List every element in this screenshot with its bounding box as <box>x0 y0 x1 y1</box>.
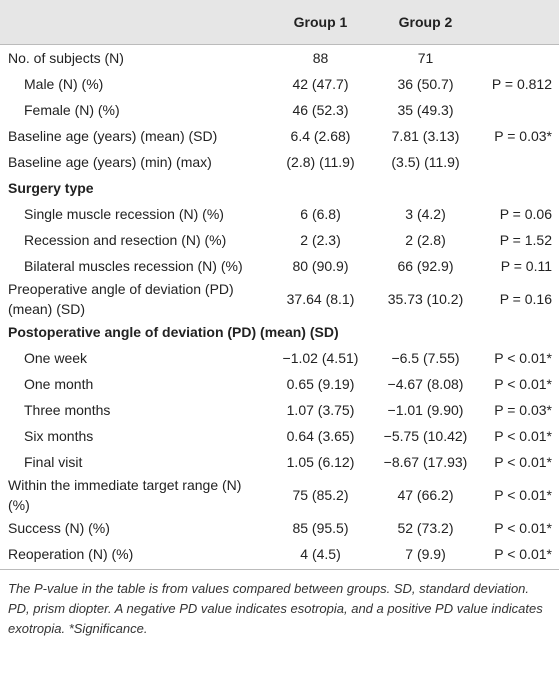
table-row: Three months 1.07 (3.75) −1.01 (9.90) P = 0… <box>0 397 559 423</box>
value-cell: 71 <box>417 49 434 66</box>
p-value-cell: P < 0.01* <box>494 486 552 503</box>
p-value-cell: P = 0.16 <box>499 290 552 307</box>
header-cell <box>478 0 559 45</box>
value-cell: 88 <box>312 49 329 66</box>
p-value-cell: P < 0.01* <box>494 453 552 470</box>
table-row: Surgery type <box>0 175 559 201</box>
row-label: No. of subjects (N) <box>8 49 124 66</box>
row-label: Single muscle recession (N) (%) <box>24 205 224 222</box>
p-value-cell: P = 0.06 <box>499 205 552 222</box>
value-cell: 37.64 (8.1) <box>286 290 355 307</box>
row-label: Three months <box>24 401 111 418</box>
table-row: Success (N) (%) 85 (95.5) 52 (73.2) P < 0.0… <box>0 515 559 541</box>
p-value-cell: P = 0.812 <box>491 75 552 92</box>
value-cell: (3.5) (11.9) <box>391 153 460 170</box>
table-row: One month 0.65 (9.19) −4.67 (8.08) P < 0.01… <box>0 371 559 397</box>
value-cell: 1.07 (3.75) <box>286 401 355 418</box>
table-row: Single muscle recession (N) (%) 6 (6.8) 3 … <box>0 201 559 227</box>
p-value-cell: P = 0.03* <box>494 127 552 144</box>
value-cell: 3 (4.2) <box>405 205 446 222</box>
row-label: Baseline age (years) (mean) (SD) <box>8 127 218 144</box>
row-label: One week <box>24 349 88 366</box>
table-row: Preoperative angle of deviation (PD) (me… <box>0 279 559 319</box>
row-label: Preoperative angle of deviation (PD) (me… <box>8 280 234 317</box>
section-heading: Postoperative angle of deviation (PD) (m… <box>8 323 339 340</box>
value-cell: 6 (6.8) <box>300 205 341 222</box>
data-table: Group 1 Group 2 No. of subjects (N) 88 71 M… <box>0 0 559 570</box>
value-cell: 0.64 (3.65) <box>286 427 355 444</box>
value-cell: −1.01 (9.90) <box>387 401 464 418</box>
table-row: One week −1.02 (4.51) −6.5 (7.55) P < 0.01* <box>0 345 559 371</box>
value-cell: 46 (52.3) <box>292 101 349 118</box>
value-cell: 6.4 (2.68) <box>290 127 351 144</box>
value-cell: −5.75 (10.42) <box>383 427 468 444</box>
p-value-cell <box>478 149 559 175</box>
value-cell: 2 (2.3) <box>300 231 341 248</box>
value-cell: 80 (90.9) <box>292 257 349 274</box>
row-label: Reoperation (N) (%) <box>0 540 268 570</box>
value-cell: 2 (2.8) <box>405 231 446 248</box>
p-value-cell: P < 0.01* <box>494 427 552 444</box>
table-row: Six months 0.64 (3.65) −5.75 (10.42) P < 0.… <box>0 423 559 449</box>
table-row: Recession and resection (N) (%) 2 (2.3) 2 … <box>0 227 559 253</box>
header-row: Group 1 Group 2 <box>0 0 559 45</box>
value-cell: 85 (95.5) <box>292 519 349 536</box>
p-value-cell: P < 0.01* <box>494 375 552 392</box>
row-label: Six months <box>24 427 94 444</box>
value-cell: (2.8) (11.9) <box>286 153 355 170</box>
value-cell: −8.67 (17.93) <box>383 453 468 470</box>
table-row: Baseline age (years) (min) (max) (2.8) (1… <box>0 149 559 175</box>
p-value-cell: P < 0.01* <box>494 349 552 366</box>
footnote: The P-value in the table is from values … <box>8 580 543 636</box>
value-cell: 0.65 (9.19) <box>286 375 355 392</box>
row-label: Recession and resection (N) (%) <box>24 231 227 248</box>
value-cell: 75 (85.2) <box>292 486 349 503</box>
p-value-cell <box>478 44 559 71</box>
p-value-cell: P = 1.52 <box>499 231 552 248</box>
row-label: Male (N) (%) <box>24 75 104 92</box>
header-cell: Group 2 <box>373 0 478 45</box>
table-row: Baseline age (years) (mean) (SD) 6.4 (2.6… <box>0 123 559 149</box>
table-row: Bilateral muscles recession (N) (%) 80 (9… <box>0 253 559 279</box>
table-row: Female (N) (%) 46 (52.3) 35 (49.3) <box>0 97 559 123</box>
p-value-cell: P < 0.01* <box>494 519 552 536</box>
table-body: No. of subjects (N) 88 71 Male (N) (%) 42 (4… <box>0 44 559 570</box>
row-label: Baseline age (years) (min) (max) <box>8 153 212 170</box>
value-cell: 7.81 (3.13) <box>391 127 460 144</box>
value-cell: 66 (92.9) <box>397 257 454 274</box>
value-cell: 52 (73.2) <box>397 519 454 536</box>
row-label: Bilateral muscles recession (N) (%) <box>24 257 243 274</box>
header-cell: Group 1 <box>268 0 373 45</box>
value-cell: 4 (4.5) <box>268 540 373 570</box>
value-cell: 35 (49.3) <box>397 101 454 118</box>
value-cell: 36 (50.7) <box>397 75 454 92</box>
p-value-cell: P < 0.01* <box>478 540 559 570</box>
p-value-cell: P = 0.03* <box>494 401 552 418</box>
row-label: Success (N) (%) <box>8 519 110 536</box>
value-cell: 42 (47.7) <box>292 75 349 92</box>
row-label: One month <box>24 375 94 392</box>
value-cell: 1.05 (6.12) <box>286 453 355 470</box>
table-row: Within the immediate target range (N) (%… <box>0 475 559 515</box>
row-label: Final visit <box>24 453 83 470</box>
value-cell: −1.02 (4.51) <box>282 349 359 366</box>
p-value-cell <box>478 97 559 123</box>
section-heading: Surgery type <box>8 179 94 196</box>
table-row: Postoperative angle of deviation (PD) (m… <box>0 319 559 345</box>
row-label: Female (N) (%) <box>24 101 120 118</box>
header-cell <box>0 0 268 45</box>
table-row: Reoperation (N) (%) 4 (4.5) 7 (9.9) P < 0.0… <box>0 540 559 570</box>
row-label: Within the immediate target range (N) (%… <box>8 476 242 513</box>
value-cell: −6.5 (7.55) <box>391 349 460 366</box>
value-cell: 47 (66.2) <box>397 486 454 503</box>
value-cell: 35.73 (10.2) <box>387 290 464 307</box>
p-value-cell: P = 0.11 <box>500 257 552 274</box>
table-header: Group 1 Group 2 <box>0 0 559 45</box>
table-row: Male (N) (%) 42 (47.7) 36 (50.7) P = 0.812 <box>0 71 559 97</box>
table-row: No. of subjects (N) 88 71 <box>0 44 559 71</box>
value-cell: 7 (9.9) <box>373 540 478 570</box>
value-cell: −4.67 (8.08) <box>387 375 464 392</box>
table-row: Final visit 1.05 (6.12) −8.67 (17.93) P < 0… <box>0 449 559 475</box>
